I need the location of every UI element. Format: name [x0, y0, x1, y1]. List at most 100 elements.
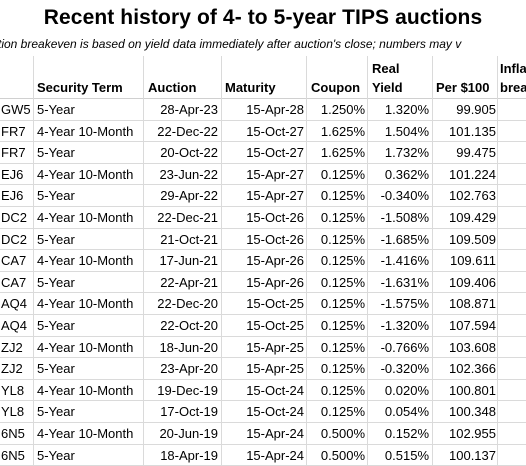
maturity-date-cell: 15-Oct-26 [222, 232, 304, 247]
column-divider [367, 56, 368, 466]
maturity-date-cell: 15-Oct-24 [222, 383, 304, 398]
auction-date-cell: 18-Jun-20 [146, 340, 218, 355]
price-cell: 102.366 [433, 361, 496, 376]
header-breakeven: break [500, 80, 526, 95]
price-cell: 109.611 [433, 253, 496, 268]
column-divider [306, 56, 307, 466]
real-yield-cell: -1.631% [368, 275, 429, 290]
header-real: Real [372, 61, 399, 76]
auction-date-cell: 23-Jun-22 [146, 167, 218, 182]
real-yield-cell: -0.766% [368, 340, 429, 355]
real-yield-cell: -1.416% [368, 253, 429, 268]
auction-date-cell: 22-Dec-22 [146, 124, 218, 139]
security-term-cell: 4-Year 10-Month [37, 124, 133, 139]
security-term-cell: 5-Year [37, 361, 75, 376]
price-cell: 101.224 [433, 167, 496, 182]
coupon-cell: 0.125% [307, 167, 365, 182]
real-yield-cell: -1.575% [368, 296, 429, 311]
real-yield-cell: 1.504% [368, 124, 429, 139]
maturity-date-cell: 15-Apr-27 [222, 188, 304, 203]
price-cell: 99.475 [433, 145, 496, 160]
security-term-cell: 4-Year 10-Month [37, 340, 133, 355]
cusip-cell: ZJ2 [1, 361, 23, 376]
coupon-cell: 0.125% [307, 188, 365, 203]
cusip-cell: CA7 [1, 253, 26, 268]
maturity-date-cell: 15-Apr-27 [222, 167, 304, 182]
price-cell: 100.348 [433, 404, 496, 419]
security-term-cell: 4-Year 10-Month [37, 210, 133, 225]
cusip-cell: DC2 [1, 232, 27, 247]
real-yield-cell: -0.340% [368, 188, 429, 203]
cusip-cell: YL8 [1, 404, 24, 419]
maturity-date-cell: 15-Oct-27 [222, 145, 304, 160]
security-term-cell: 4-Year 10-Month [37, 253, 133, 268]
maturity-date-cell: 15-Oct-24 [222, 404, 304, 419]
coupon-cell: 0.125% [307, 383, 365, 398]
header-maturity: Maturity [225, 80, 276, 95]
cusip-cell: EJ6 [1, 188, 23, 203]
coupon-cell: 0.125% [307, 275, 365, 290]
column-divider [497, 56, 498, 466]
auction-date-cell: 18-Apr-19 [146, 448, 218, 463]
auction-date-cell: 19-Dec-19 [146, 383, 218, 398]
real-yield-cell: -0.320% [368, 361, 429, 376]
real-yield-cell: 0.515% [368, 448, 429, 463]
maturity-date-cell: 15-Oct-26 [222, 210, 304, 225]
price-cell: 101.135 [433, 124, 496, 139]
header-security-term: Security Term [37, 80, 123, 95]
maturity-date-cell: 15-Apr-26 [222, 275, 304, 290]
auction-date-cell: 22-Dec-20 [146, 296, 218, 311]
auction-date-cell: 21-Oct-21 [146, 232, 218, 247]
price-cell: 107.594 [433, 318, 496, 333]
auction-date-cell: 17-Oct-19 [146, 404, 218, 419]
security-term-cell: 5-Year [37, 404, 75, 419]
maturity-date-cell: 15-Apr-26 [222, 253, 304, 268]
coupon-cell: 0.125% [307, 340, 365, 355]
security-term-cell: 5-Year [37, 188, 75, 203]
column-divider [432, 56, 433, 466]
real-yield-cell: 0.054% [368, 404, 429, 419]
maturity-date-cell: 15-Apr-25 [222, 361, 304, 376]
column-divider [143, 56, 144, 466]
header-auction: Auction [148, 80, 196, 95]
auction-date-cell: 29-Apr-22 [146, 188, 218, 203]
price-cell: 100.137 [433, 448, 496, 463]
page-title: Recent history of 4- to 5-year TIPS auct… [0, 6, 526, 30]
maturity-date-cell: 15-Oct-27 [222, 124, 304, 139]
column-divider [221, 56, 222, 466]
cusip-cell: 6N5 [1, 448, 25, 463]
subtitle-note: tion breakeven is based on yield data im… [0, 37, 526, 51]
real-yield-cell: 0.020% [368, 383, 429, 398]
cusip-cell: AQ4 [1, 296, 27, 311]
price-cell: 100.801 [433, 383, 496, 398]
auction-date-cell: 23-Apr-20 [146, 361, 218, 376]
maturity-date-cell: 15-Apr-25 [222, 340, 304, 355]
price-cell: 109.429 [433, 210, 496, 225]
price-cell: 102.763 [433, 188, 496, 203]
security-term-cell: 5-Year [37, 448, 75, 463]
cusip-cell: GW5 [1, 102, 31, 117]
cusip-cell: YL8 [1, 383, 24, 398]
maturity-date-cell: 15-Apr-28 [222, 102, 304, 117]
coupon-cell: 0.125% [307, 404, 365, 419]
header-inflation: Infla [500, 61, 526, 76]
cusip-cell: DC2 [1, 210, 27, 225]
table-header-row: Security Term Auction Maturity Coupon Re… [0, 56, 526, 99]
security-term-cell: 5-Year [37, 318, 75, 333]
header-yield: Yield [372, 80, 403, 95]
price-cell: 99.905 [433, 102, 496, 117]
cusip-cell: AQ4 [1, 318, 27, 333]
security-term-cell: 4-Year 10-Month [37, 296, 133, 311]
